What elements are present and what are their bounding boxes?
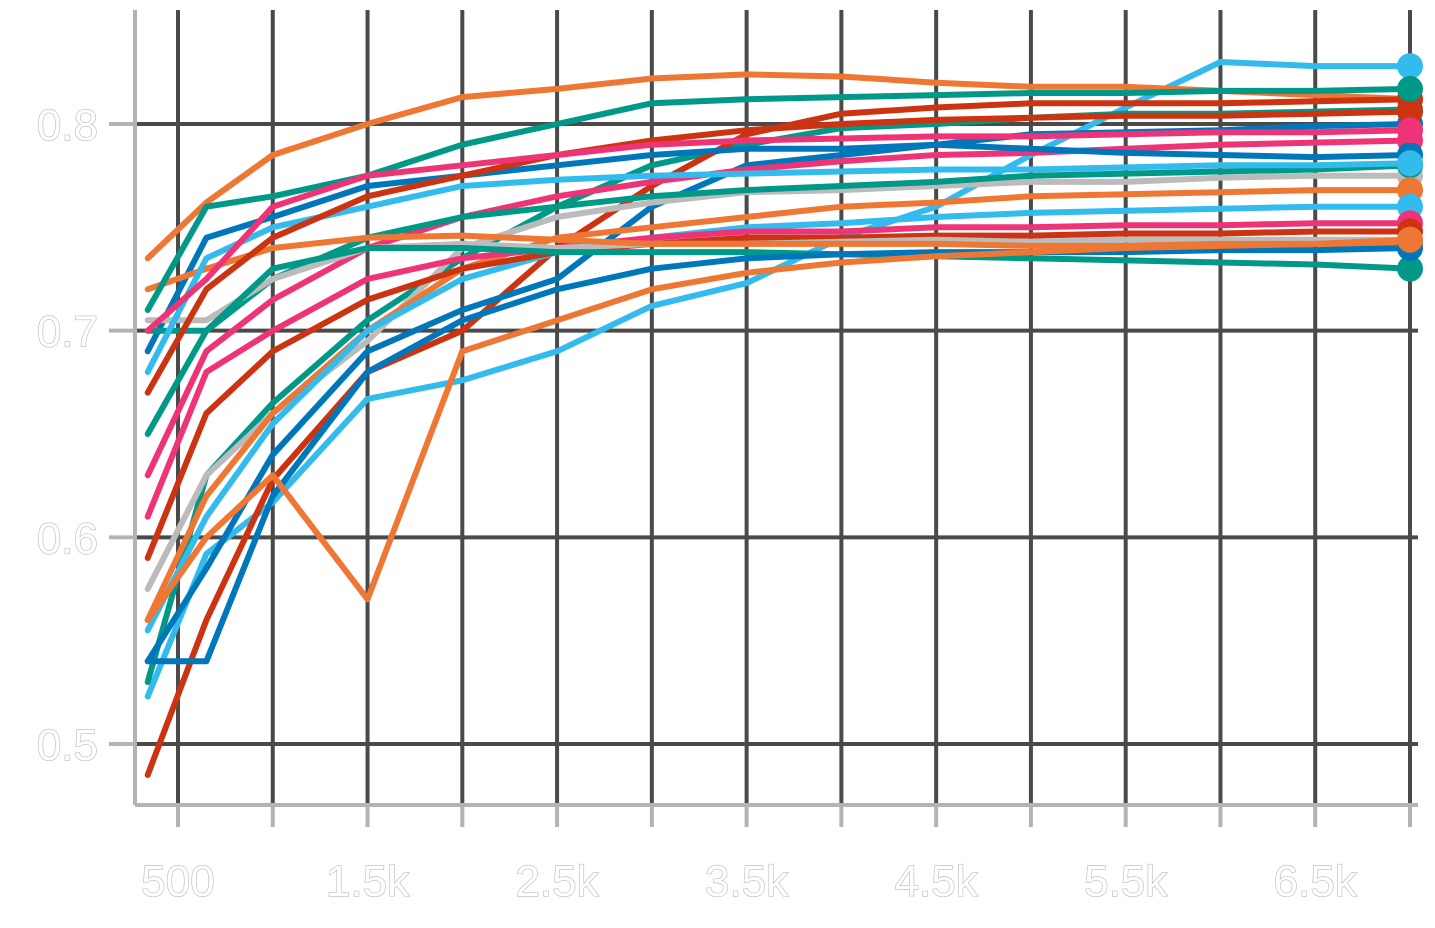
series-end-marker-16 <box>1397 255 1423 282</box>
y-tick-label: 0.5 <box>37 721 98 770</box>
series-end-marker-19 <box>1397 226 1423 253</box>
y-tick-label: 0.6 <box>37 514 98 563</box>
series-line-12 <box>144 220 1413 520</box>
series-line-8 <box>144 141 1413 355</box>
series-line-11 <box>144 203 1413 634</box>
series-end-marker-22 <box>1397 117 1423 144</box>
tick-labels: 0.5 0.6 0.7 0.8 500 1.5k 2.5k 3.5k 4.5k 5.5k 6.5k <box>36 100 1358 906</box>
series-line-22 <box>144 127 1413 334</box>
axes <box>109 10 1418 827</box>
series-lines <box>144 53 1423 778</box>
series-line-17 <box>144 245 1413 665</box>
x-tick-label: 5.5k <box>1084 857 1168 906</box>
series-end-marker-1 <box>1397 53 1423 80</box>
series-line-4 <box>144 96 1413 778</box>
series-line-19 <box>144 236 1413 623</box>
x-tick-label: 4.5k <box>895 857 979 906</box>
series-line-13 <box>144 228 1413 561</box>
series-end-marker-18 <box>1397 150 1423 177</box>
y-tick-label: 0.7 <box>37 308 98 357</box>
x-tick-label: 6.5k <box>1274 857 1358 906</box>
series-end-marker-21 <box>1397 75 1423 102</box>
x-tick-label: 2.5k <box>515 857 599 906</box>
series-line-10 <box>144 187 1413 623</box>
series-end-marker-20 <box>1397 98 1423 125</box>
x-tick-label: 1.5k <box>326 857 410 906</box>
series-line-1 <box>144 59 1413 700</box>
series-line-20 <box>144 108 1413 396</box>
series-line-18 <box>144 160 1413 375</box>
x-tick-label: 500 <box>141 857 214 906</box>
series-line-21 <box>144 85 1413 313</box>
series-line-9 <box>144 162 1413 437</box>
series-line-6 <box>144 137 1413 479</box>
x-tick-label: 3.5k <box>705 857 789 906</box>
y-tick-label: 0.8 <box>37 101 98 150</box>
series-line-16 <box>144 245 1413 334</box>
